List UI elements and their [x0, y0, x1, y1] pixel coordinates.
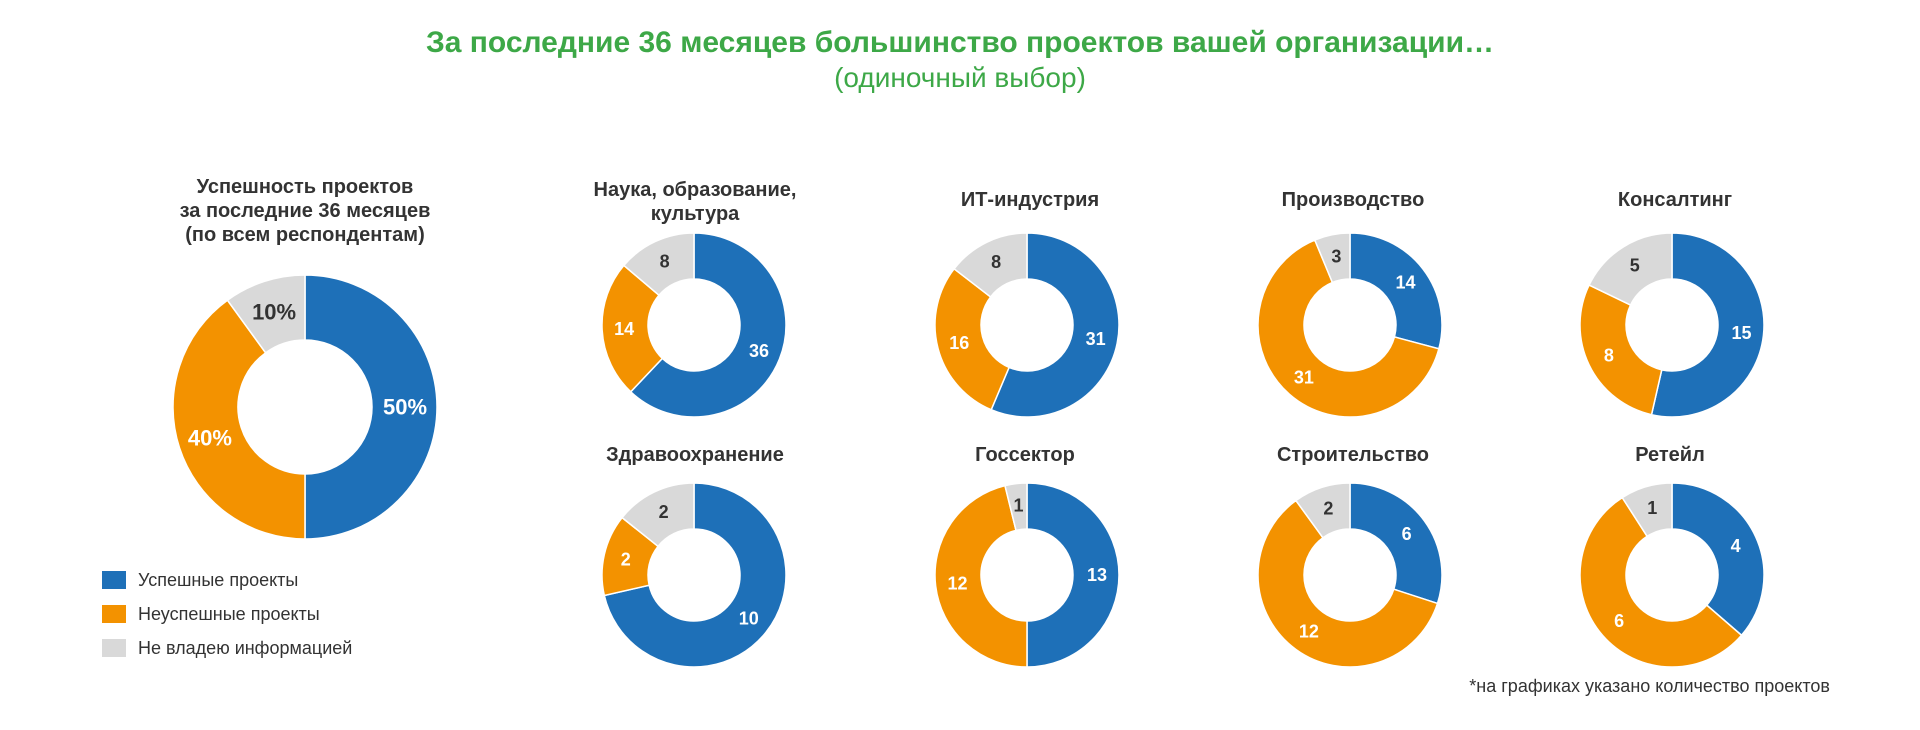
chart-title-line: культура [650, 203, 740, 225]
chart-title-line: (по всем респондентам) [185, 224, 425, 246]
donut-label-unknown: 1 [1647, 498, 1657, 518]
donut-label-success: 10 [739, 609, 759, 629]
donut-slice-fail [934, 484, 1028, 668]
donut-slice-unknown [1621, 482, 1673, 538]
donut-slice-success [1349, 232, 1443, 350]
legend-swatch-unknown [102, 639, 126, 657]
legend-item-success: Успешные проекты [102, 563, 352, 597]
donut-slice-success [1650, 232, 1765, 418]
chart-title-line: за последние 36 месяцев [179, 200, 431, 222]
donut-label-success: 13 [1087, 565, 1107, 585]
legend-label-success: Успешные проекты [138, 569, 299, 590]
chart-title-healthcare: Здравоохранение [606, 444, 784, 466]
donut-label-fail: 12 [1299, 622, 1319, 642]
donut-label-success: 36 [749, 341, 769, 361]
donut-label-success: 15 [1732, 323, 1752, 343]
legend-swatch-success [102, 571, 126, 589]
chart-title-manufacturing: Производство [1281, 189, 1425, 211]
donut-slice-success [1671, 482, 1765, 637]
chart-title-retail: Ретейл [1635, 444, 1705, 466]
legend-label-fail: Неуспешные проекты [138, 603, 320, 624]
donut-label-success: 50% [383, 395, 427, 420]
donut-label-unknown: 10% [252, 299, 296, 324]
donut-slice-success [1026, 482, 1120, 668]
donut-label-fail: 2 [621, 549, 631, 569]
donut-slice-unknown [953, 232, 1028, 298]
donut-slice-fail [1257, 239, 1440, 418]
donut-slice-unknown [1588, 232, 1673, 307]
legend-label-unknown: Не владею информацией [138, 637, 353, 658]
donut-slice-success [1349, 482, 1443, 605]
chart-title-science: Наука, образование, культура [565, 178, 825, 226]
donut-label-fail: 40% [188, 425, 232, 450]
donut-label-success: 6 [1402, 524, 1412, 544]
donut-slice-fail [934, 267, 1011, 411]
donut-label-unknown: 3 [1331, 246, 1341, 266]
chart-title-overall: Успешность проектов за последние 36 меся… [150, 175, 460, 247]
donut-label-unknown: 1 [1014, 496, 1024, 516]
page-subtitle: (одиночный выбор) [834, 62, 1086, 93]
donut-slice-fail [1257, 499, 1439, 668]
donut-label-fail: 6 [1614, 611, 1624, 631]
donut-slice-success [304, 274, 438, 540]
donut-label-fail: 12 [947, 573, 967, 593]
legend-swatch-fail [102, 605, 126, 623]
chart-title-line: Успешность проектов [196, 176, 414, 198]
donut-label-unknown: 2 [659, 502, 669, 522]
donut-slice-fail [601, 264, 664, 393]
donut-label-success: 4 [1731, 536, 1741, 556]
legend-item-fail: Неуспешные проекты [102, 597, 352, 631]
donut-label-fail: 14 [614, 319, 634, 339]
donut-label-success: 14 [1396, 272, 1416, 292]
chart-title-construction: Строительство [1276, 444, 1430, 466]
donut-label-unknown: 8 [991, 252, 1001, 272]
donut-slice-fail [172, 299, 306, 540]
footnote: *на графиках указано количество проектов [1469, 676, 1830, 696]
donut-slice-unknown [622, 232, 695, 297]
donut-label-fail: 16 [949, 333, 969, 353]
donut-slice-fail [1579, 496, 1743, 668]
donut-slice-success [990, 232, 1120, 418]
chart-title-line: Наука, образование, [593, 179, 797, 201]
donut-label-fail: 31 [1294, 368, 1314, 388]
donut-slice-unknown [1313, 232, 1351, 284]
donut-label-unknown: 2 [1323, 498, 1333, 518]
donut-slice-success [603, 482, 787, 668]
donut-slice-unknown [621, 482, 695, 548]
legend-item-unknown: Не владею информацией [102, 631, 352, 665]
donut-label-unknown: 5 [1630, 256, 1640, 276]
donut-label-fail: 8 [1604, 345, 1614, 365]
donut-slice-fail [1579, 284, 1663, 416]
chart-title-it: ИТ-индустрия [960, 189, 1100, 211]
chart-title-consulting: Консалтинг [1617, 189, 1733, 211]
page-title: За последние 36 месяцев большинство прое… [425, 26, 1495, 59]
donut-slice-unknown [1294, 482, 1351, 539]
donut-slice-unknown [1004, 482, 1028, 532]
donut-slice-success [629, 232, 787, 418]
donut-label-success: 31 [1086, 329, 1106, 349]
chart-title-public-sector: Госсектор [975, 444, 1075, 466]
donut-slice-unknown [226, 274, 306, 354]
donut-label-unknown: 8 [660, 251, 670, 271]
legend: Успешные проекты Неуспешные проекты Не в… [102, 563, 352, 665]
